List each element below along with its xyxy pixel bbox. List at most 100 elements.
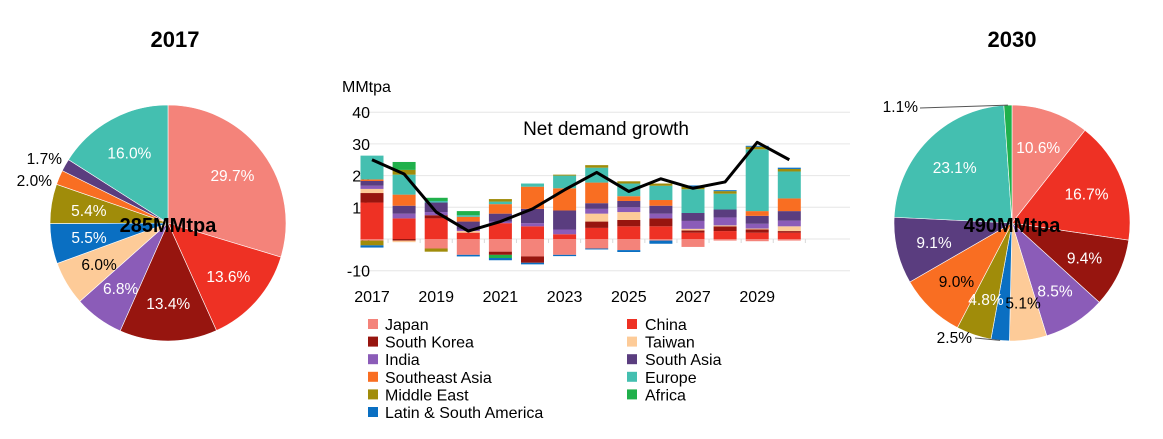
- pie-title-2030: 2030: [988, 27, 1037, 52]
- bar-segment-taiwan: [361, 189, 384, 193]
- bar-segment-india: [553, 229, 576, 234]
- bar-segment-middle-east: [585, 165, 608, 168]
- bar-segment-china: [489, 223, 512, 239]
- pie-label-china: 16.7%: [1065, 186, 1109, 203]
- pie-label-latin-and-south-america: 5.5%: [71, 230, 107, 247]
- pie-chart-2030: 2030 10.6%16.7%9.4%8.5%5.1%2.5%4.8%9.0%9…: [883, 27, 1130, 347]
- legend-label: Japan: [385, 317, 429, 334]
- y-tick-label: -10: [347, 264, 370, 281]
- bar-segment-china: [425, 218, 448, 239]
- bar-segment-south-asia: [393, 206, 416, 214]
- bar-segment-china: [778, 233, 801, 239]
- legend-item-taiwan: Taiwan: [627, 335, 695, 352]
- bar-segment-middle-east: [489, 199, 512, 202]
- bar-segment-japan: [746, 239, 769, 241]
- bar-segment-latin-and-south-america: [521, 263, 544, 265]
- legend-swatch: [627, 389, 637, 399]
- bar-segment-taiwan: [746, 229, 769, 230]
- x-tick-label: 2025: [611, 289, 647, 306]
- bar-segment-middle-east: [617, 181, 640, 183]
- bar-segment-southeast-asia: [489, 204, 512, 214]
- legend-swatch: [627, 354, 637, 364]
- bar-segment-europe: [714, 194, 737, 210]
- bar-2026: [649, 184, 672, 244]
- legend-item-india: India: [368, 352, 420, 369]
- legend-label: Africa: [645, 387, 686, 404]
- bar-2028: [714, 190, 737, 240]
- legend-swatch: [627, 319, 637, 329]
- bar-segment-india: [778, 221, 801, 227]
- bar-segment-india: [617, 207, 640, 212]
- bar-segment-taiwan: [714, 225, 737, 226]
- net-demand-growth-chart: MMtpa -10010203040 201720192021202320252…: [342, 79, 850, 422]
- chart-title: Net demand growth: [523, 119, 689, 140]
- bar-segment-south-korea: [521, 256, 544, 262]
- y-axis-label: MMtpa: [342, 79, 391, 96]
- bar-segment-southeast-asia: [617, 196, 640, 201]
- bar-segment-japan: [778, 239, 801, 241]
- legend-item-europe: Europe: [627, 370, 697, 387]
- pie-title-2017: 2017: [151, 27, 200, 52]
- legend-swatch: [627, 372, 637, 382]
- pie-center-label-2017: 285MMtpa: [120, 215, 218, 237]
- bar-segment-europe: [682, 189, 705, 213]
- bar-segment-china: [457, 233, 480, 239]
- bar-segment-southeast-asia: [585, 183, 608, 204]
- bar-2030: [778, 168, 801, 241]
- bar-segment-middle-east: [649, 184, 672, 186]
- legend-item-latin-and-south-america: Latin & South America: [368, 405, 543, 422]
- bar-segment-latin-and-south-america: [457, 255, 480, 257]
- bar-segment-southeast-asia: [778, 198, 801, 211]
- bar-segment-south-korea: [682, 230, 705, 232]
- pie-label-south-korea: 9.4%: [1067, 250, 1103, 267]
- legend-item-south-korea: South Korea: [368, 335, 474, 352]
- bar-2021: [489, 199, 512, 260]
- x-tick-label: 2027: [675, 289, 711, 306]
- bar-segment-south-asia: [778, 211, 801, 221]
- bar-segment-latin-and-south-america: [778, 168, 801, 169]
- bar-segment-europe: [489, 202, 512, 205]
- bar-segment-japan: [361, 239, 384, 241]
- bar-segment-middle-east: [425, 249, 448, 252]
- bar-segment-south-korea: [714, 226, 737, 231]
- legend-swatch: [627, 337, 637, 347]
- bar-segment-south-asia: [649, 206, 672, 214]
- bar-segment-india: [714, 217, 737, 225]
- bar-segment-south-asia: [682, 213, 705, 221]
- bar-segment-africa: [393, 162, 416, 170]
- bar-segment-latin-and-south-america: [489, 258, 512, 260]
- x-tick-label: 2017: [354, 289, 390, 306]
- pie-label-taiwan: 6.0%: [81, 257, 117, 274]
- bar-segment-europe: [778, 171, 801, 198]
- legend-item-japan: Japan: [368, 317, 429, 334]
- bar-2027: [682, 185, 705, 246]
- legend-item-middle-east: Middle East: [368, 387, 469, 404]
- pie-label-taiwan: 5.1%: [1005, 295, 1041, 312]
- bar-segment-latin-and-south-america: [553, 255, 576, 256]
- bar-segment-south-korea: [585, 222, 608, 228]
- legend-label: Europe: [645, 370, 697, 387]
- pie-label-middle-east: 4.8%: [968, 292, 1004, 309]
- bar-segment-middle-east: [553, 175, 576, 176]
- bar-segment-japan: [521, 239, 544, 256]
- legend-item-south-asia: South Asia: [627, 352, 722, 369]
- bar-segment-africa: [457, 211, 480, 215]
- pie-label-japan: 10.6%: [1016, 140, 1060, 157]
- legend-label: South Asia: [645, 352, 722, 369]
- bar-segment-europe: [457, 215, 480, 217]
- bar-segment-europe: [746, 149, 769, 211]
- bar-segment-south-korea: [393, 239, 416, 241]
- legend-item-southeast-asia: Southeast Asia: [368, 370, 492, 387]
- pie-label-india: 8.5%: [1037, 284, 1073, 301]
- bar-segment-taiwan: [682, 229, 705, 231]
- pie-label-southeast-asia: 2.0%: [17, 173, 53, 190]
- bar-segment-south-korea: [746, 229, 769, 232]
- bar-segment-china: [393, 218, 416, 239]
- bar-segment-japan: [425, 239, 448, 249]
- bar-segment-latin-and-south-america: [649, 241, 672, 244]
- bar-segment-south-asia: [361, 181, 384, 186]
- legend-label: Taiwan: [645, 335, 695, 352]
- bar-segment-south-korea: [649, 218, 672, 226]
